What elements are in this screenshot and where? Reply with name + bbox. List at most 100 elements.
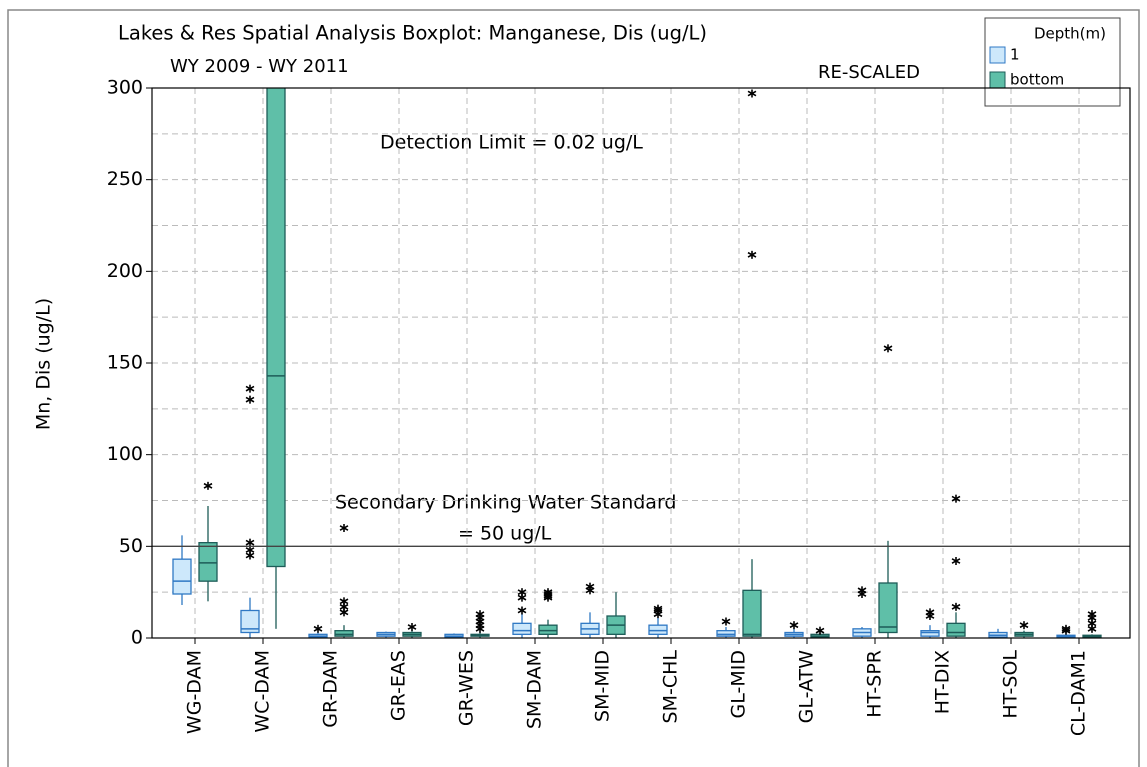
outlier	[245, 538, 255, 547]
outlier	[951, 557, 961, 565]
annotation: Secondary Drinking Water Standard	[335, 492, 677, 514]
legend-box	[984, 17, 1121, 107]
outlier	[721, 617, 731, 626]
outlier-stroke	[517, 607, 527, 614]
y-axis-label: Mn, Dis (ug/L)	[33, 298, 55, 430]
legend-swatch	[989, 71, 1006, 89]
outlier	[203, 481, 213, 490]
outlier-stroke	[339, 603, 349, 610]
box	[240, 609, 260, 634]
outlier-stroke	[245, 552, 255, 559]
box	[334, 630, 354, 637]
outlier-stroke	[339, 525, 349, 531]
box	[716, 630, 736, 637]
x-tick-label: SM-MID	[592, 650, 614, 722]
x-tick-label: WC-DAM	[252, 650, 274, 733]
outlier-stroke	[925, 609, 935, 616]
legend: Depth(m) 1 bottom	[984, 17, 1121, 107]
x-tick-label: GR-DAM	[320, 650, 342, 728]
outlier-stroke	[883, 345, 893, 352]
legend-swatch	[989, 46, 1006, 64]
box	[946, 622, 966, 637]
x-tick-label: GR-EAS	[388, 650, 410, 721]
outlier	[245, 384, 255, 393]
outlier-stroke	[245, 539, 255, 546]
x-tick-label: GL-MID	[728, 650, 750, 718]
outlier	[407, 623, 417, 631]
outlier	[1061, 624, 1071, 633]
outlier	[815, 626, 825, 635]
box	[198, 542, 218, 582]
frame	[7, 9, 1140, 767]
outlier-stroke	[245, 396, 255, 403]
outlier-stroke	[1087, 625, 1097, 632]
outlier	[857, 586, 867, 595]
outlier-stroke	[1087, 620, 1097, 627]
annotation: = 50 ug/L	[458, 523, 552, 545]
box	[538, 624, 558, 635]
x-tick-label: HT-SOL	[1000, 650, 1022, 719]
outlier	[339, 597, 349, 606]
y-tick-label: 200	[107, 260, 143, 282]
outlier	[925, 608, 935, 617]
outlier-stroke	[339, 598, 349, 605]
outlier	[747, 250, 757, 259]
outlier	[653, 604, 663, 613]
outlier-stroke	[747, 251, 757, 258]
box	[172, 558, 192, 595]
legend-label: bottom	[1010, 71, 1064, 89]
outlier-stroke	[313, 625, 323, 632]
outlier-stroke	[1019, 622, 1029, 629]
x-tick-label: SM-DAM	[524, 650, 546, 729]
box	[648, 624, 668, 635]
outlier-stroke	[721, 618, 731, 625]
outlier	[951, 602, 961, 611]
outlier-stroke	[203, 482, 213, 489]
outlier	[517, 588, 527, 597]
x-tick-label: SM-CHL	[660, 650, 682, 724]
outlier-stroke	[747, 90, 757, 97]
x-tick-label: CL-DAM1	[1068, 650, 1090, 736]
outlier	[245, 546, 255, 554]
y-tick-label: 100	[107, 443, 143, 465]
outlier	[475, 610, 485, 619]
box	[742, 589, 762, 637]
chart-title: Lakes & Res Spatial Analysis Boxplot: Ma…	[118, 22, 707, 45]
x-tick-label: WG-DAM	[184, 650, 206, 734]
outlier	[543, 588, 553, 597]
outlier-stroke	[585, 583, 595, 590]
y-tick-label: 150	[107, 352, 143, 374]
outlier	[339, 524, 349, 532]
outlier-stroke	[815, 627, 825, 634]
box	[878, 582, 898, 634]
outlier-stroke	[475, 611, 485, 618]
outlier	[585, 582, 595, 591]
outlier-stroke	[951, 558, 961, 564]
outlier-stroke	[339, 609, 349, 616]
outlier-stroke	[245, 385, 255, 392]
outlier-stroke	[789, 622, 799, 629]
y-tick-label: 50	[119, 535, 143, 557]
y-tick-label: 0	[131, 627, 143, 649]
annotation: RE-SCALED	[818, 62, 920, 83]
box	[512, 622, 532, 635]
box	[266, 88, 286, 568]
outlier-stroke	[407, 624, 417, 630]
legend-label: 1	[1010, 46, 1020, 64]
outlier-stroke	[245, 547, 255, 553]
x-tick-label: HT-SPR	[864, 650, 886, 718]
y-tick-label: 250	[107, 168, 143, 190]
outlier	[517, 606, 527, 615]
legend-title: Depth(m)	[1034, 25, 1106, 43]
x-tick-label: GR-WES	[456, 650, 478, 726]
outlier-stroke	[517, 594, 527, 601]
outlier-stroke	[653, 605, 663, 612]
y-tick-label: 300	[107, 77, 143, 99]
outlier-stroke	[1061, 625, 1071, 632]
outlier	[313, 624, 323, 633]
chart-subtitle: WY 2009 - WY 2011	[170, 56, 349, 77]
outlier-stroke	[543, 589, 553, 596]
outlier-stroke	[517, 589, 527, 596]
x-tick-label: GL-ATW	[796, 650, 818, 724]
